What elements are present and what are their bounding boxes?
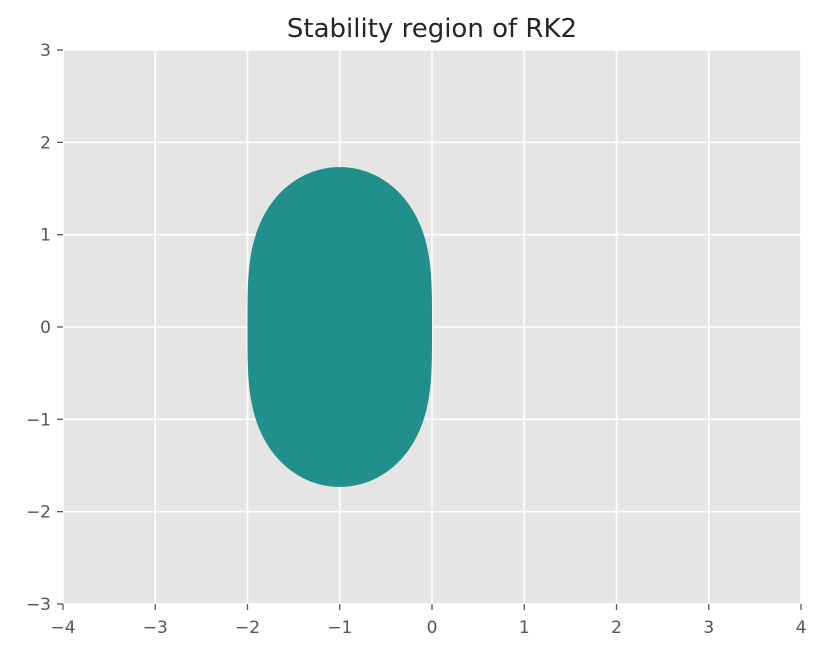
stability-region [247, 167, 432, 487]
x-tick-label: −3 [143, 618, 168, 638]
x-tick-label: 2 [611, 618, 622, 638]
x-tick-label: 4 [796, 618, 807, 638]
x-tick-label: 0 [427, 618, 438, 638]
y-tick-label: 3 [40, 41, 51, 61]
y-tick-label: 0 [40, 318, 51, 338]
x-tick-label: −4 [50, 618, 75, 638]
y-tick-label: 2 [40, 133, 51, 153]
x-tick-label: −2 [235, 618, 260, 638]
y-tick-label: −3 [26, 595, 51, 615]
y-tick-label: 1 [40, 226, 51, 246]
x-tick-label: 3 [703, 618, 714, 638]
x-tick-label: 1 [519, 618, 530, 638]
y-tick-label: −2 [26, 503, 51, 523]
chart-title: Stability region of RK2 [287, 14, 577, 44]
y-tick-label: −1 [26, 410, 51, 430]
x-tick-label: −1 [327, 618, 352, 638]
y-axis: −3 −2 −1 0 1 2 3 [26, 41, 63, 615]
x-axis: −4 −3 −2 −1 0 1 2 3 4 [50, 604, 806, 638]
